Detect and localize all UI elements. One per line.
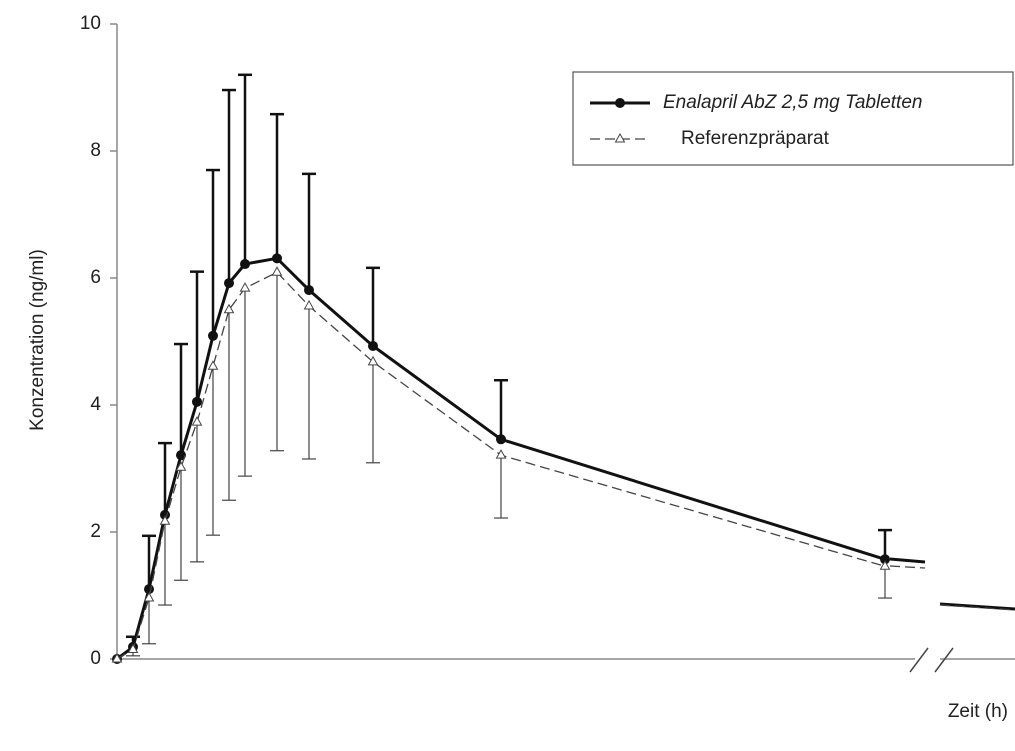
- error-bar: [494, 455, 508, 519]
- error-bar: [206, 168, 220, 336]
- marker: [175, 461, 187, 471]
- marker: [368, 340, 378, 351]
- error-bar: [878, 566, 892, 599]
- marker: [239, 282, 251, 292]
- error-bar: [270, 272, 284, 452]
- legend-marker: [614, 132, 626, 143]
- line-continuation: [939, 604, 1015, 611]
- error-bar: [206, 366, 220, 536]
- marker: [176, 450, 186, 461]
- error-bar: [238, 288, 252, 477]
- y-axis-label: Konzentration (ng/ml): [27, 249, 48, 431]
- error-bar: [302, 305, 316, 460]
- error-bar: [142, 598, 156, 645]
- axis-break: [934, 647, 954, 673]
- y-tick-label: 2: [90, 521, 101, 542]
- error-bar: [222, 88, 236, 284]
- y-tick-label: 0: [90, 648, 101, 669]
- series-line: [116, 256, 886, 661]
- marker: [495, 449, 507, 459]
- marker: [272, 253, 282, 264]
- error-bar: [190, 422, 204, 563]
- y-tick-label: 4: [90, 394, 101, 415]
- error-bar: [222, 309, 236, 501]
- error-bar: [366, 361, 380, 464]
- legend-marker: [615, 98, 625, 108]
- marker: [224, 278, 234, 289]
- marker: [127, 643, 139, 653]
- error-bar: [494, 378, 508, 440]
- marker: [240, 259, 250, 270]
- marker: [207, 360, 219, 370]
- line-continuation: [889, 557, 926, 564]
- marker: [880, 554, 890, 565]
- y-tick-label: 8: [90, 140, 101, 161]
- error-bar: [174, 467, 188, 581]
- legend-box: [572, 71, 1014, 166]
- marker: [223, 303, 235, 314]
- marker: [192, 396, 202, 407]
- error-bar: [270, 112, 284, 259]
- marker: [303, 299, 315, 310]
- line-continuation: [939, 602, 1015, 611]
- marker: [271, 266, 283, 276]
- error-bar: [142, 534, 156, 590]
- marker: [143, 592, 155, 602]
- marker: [304, 285, 314, 296]
- x-axis-label: Zeit (h): [948, 701, 1008, 722]
- error-bar: [366, 266, 380, 346]
- error-bar: [190, 270, 204, 402]
- marker: [879, 560, 891, 570]
- marker: [496, 434, 506, 445]
- marker: [111, 652, 123, 663]
- marker: [160, 509, 170, 520]
- error-bar: [158, 441, 172, 515]
- y-tick-label: 10: [80, 13, 101, 34]
- marker: [159, 515, 171, 525]
- line-continuation: [889, 565, 926, 569]
- error-bar: [238, 73, 252, 265]
- marker: [208, 330, 218, 341]
- axis-break: [909, 647, 929, 673]
- y-tick-label: 6: [90, 267, 101, 288]
- marker: [367, 355, 379, 366]
- error-bar: [158, 521, 172, 606]
- marker: [191, 416, 203, 426]
- legend-label: Referenzpräparat: [681, 128, 830, 149]
- legend-label: Enalapril AbZ 2,5 mg Tabletten: [663, 92, 922, 113]
- error-bar: [302, 172, 316, 291]
- error-bar: [174, 342, 188, 456]
